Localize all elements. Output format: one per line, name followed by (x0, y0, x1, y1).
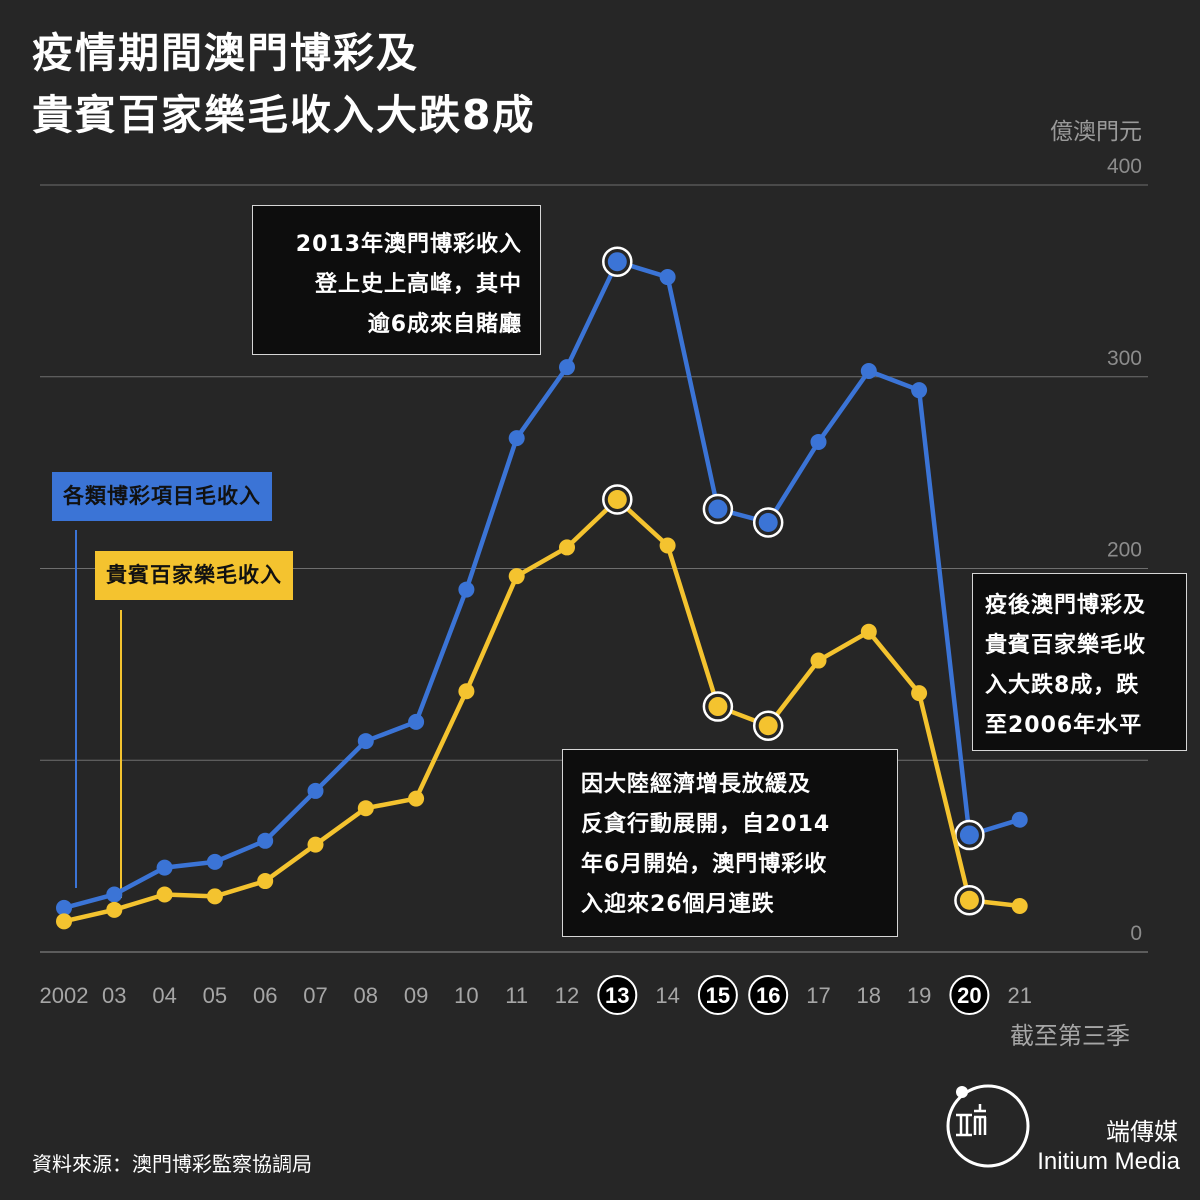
x-tick-label: 15 (706, 983, 730, 1008)
data-point (357, 800, 374, 817)
data-point (206, 888, 223, 905)
data-point (959, 890, 979, 910)
data-point (559, 359, 575, 376)
annotation-line: 因大陸經濟增長放緩及 (581, 772, 812, 797)
x-tick-label: 17 (806, 983, 830, 1008)
x-tick-highlight (748, 975, 789, 1015)
x-tick-label: 18 (857, 983, 881, 1008)
data-point (357, 733, 374, 750)
x-tick-highlight (949, 975, 990, 1015)
x-tick-label: 12 (555, 983, 579, 1008)
data-point (659, 269, 676, 286)
data-point (708, 697, 728, 717)
data-point (708, 499, 728, 519)
data-point (607, 252, 627, 272)
annotation-line: 年6月開始，澳門博彩收 (581, 852, 828, 877)
data-point (106, 901, 123, 918)
data-point (257, 832, 274, 849)
annotation-2013-peak: 2013年澳門博彩收入 登上史上高峰，其中 逾6成來自賭廳 (252, 205, 541, 355)
legend-vip-baccarat-revenue: 貴賓百家樂毛收入 (95, 551, 293, 600)
x-axis-note: 截至第三季 (1010, 1022, 1130, 1050)
annotation-line: 入迎來26個月連跌 (581, 892, 775, 917)
annotation-line: 至2006年水平 (985, 713, 1143, 738)
data-point (911, 382, 928, 399)
annotation-line: 反貪行動展開，自2014 (581, 812, 831, 837)
x-tick-label: 05 (203, 983, 227, 1008)
legend-total-gaming-revenue: 各類博彩項目毛收入 (52, 472, 272, 521)
data-point (860, 623, 877, 640)
data-point (408, 713, 425, 730)
chart-title: 疫情期間澳門博彩及 貴賓百家樂毛收入大跌8成 (32, 22, 536, 146)
data-point (860, 362, 877, 379)
data-point (508, 430, 525, 447)
data-point (810, 433, 827, 450)
y-axis-unit-label: 億澳門元 (1050, 119, 1142, 145)
annotation-line: 登上史上高峰，其中 (314, 272, 522, 297)
data-point (758, 512, 778, 532)
annotation-line: 疫後澳門博彩及 (985, 593, 1147, 618)
x-tick-label: 08 (354, 983, 378, 1008)
data-point (559, 539, 575, 556)
brand-name-english: Initium Media (1037, 1148, 1180, 1175)
data-point (307, 836, 324, 853)
x-tick-label: 16 (756, 983, 780, 1008)
x-tick-label: 06 (253, 983, 277, 1008)
x-tick-highlight (697, 975, 738, 1015)
x-tick-label: 03 (102, 983, 126, 1008)
x-tick-label: 20 (957, 983, 981, 1008)
x-tick-label: 19 (907, 983, 931, 1008)
annotation-line: 2013年澳門博彩收入 (295, 232, 522, 257)
data-point (758, 716, 778, 736)
data-point (56, 913, 72, 930)
annotation-pandemic-drop: 疫後澳門博彩及 貴賓百家樂毛收 入大跌8成，跌 至2006年水平 (972, 573, 1187, 751)
data-point (659, 537, 676, 554)
brand-name-chinese: 端傳媒 (1106, 1118, 1178, 1146)
x-tick-label: 2002 (40, 983, 89, 1008)
initium-logo-icon (946, 1084, 1030, 1168)
data-point (959, 825, 979, 845)
annotation-line: 貴賓百家樂毛收 (985, 633, 1147, 658)
data-point (1011, 811, 1028, 828)
data-point (257, 873, 274, 890)
data-point (810, 652, 827, 669)
x-tick-label: 14 (655, 983, 679, 1008)
x-tick-label: 11 (505, 983, 528, 1008)
data-point (156, 859, 173, 876)
data-point (156, 886, 173, 903)
chart-title-line-1: 疫情期間澳門博彩及 (32, 29, 419, 77)
annotation-line: 逾6成來自賭廳 (367, 312, 522, 337)
data-point (911, 685, 928, 702)
y-tick-label: 0 (1130, 922, 1142, 945)
x-tick-label: 04 (152, 983, 176, 1008)
y-tick-label: 400 (1107, 155, 1142, 178)
data-point (508, 568, 525, 585)
x-tick-label: 21 (1007, 983, 1031, 1008)
x-tick-label: 10 (454, 983, 478, 1008)
series-line-vip (63, 497, 1020, 924)
data-point (56, 899, 72, 916)
series-line-total (63, 259, 1021, 911)
annotation-line: 入大跌8成，跌 (985, 673, 1140, 698)
y-tick-label: 200 (1107, 539, 1142, 562)
y-tick-label: 300 (1107, 347, 1142, 370)
data-point (458, 683, 475, 700)
data-point (307, 782, 324, 799)
data-point (1011, 897, 1028, 914)
annotation-2014-decline: 因大陸經濟增長放緩及 反貪行動展開，自2014 年6月開始，澳門博彩收 入迎來2… (562, 749, 898, 937)
x-tick-label: 09 (404, 983, 428, 1008)
data-point (206, 853, 223, 870)
x-tick-label: 13 (605, 983, 629, 1008)
data-point (458, 581, 475, 598)
x-tick-label: 07 (303, 983, 327, 1008)
chart-title-line-2: 貴賓百家樂毛收入大跌8成 (32, 91, 536, 139)
data-source-note: 資料來源：澳門博彩監察協調局 (32, 1152, 312, 1176)
data-point (607, 489, 627, 509)
x-tick-highlight (597, 975, 638, 1015)
data-point (408, 790, 425, 807)
data-point (106, 886, 123, 903)
